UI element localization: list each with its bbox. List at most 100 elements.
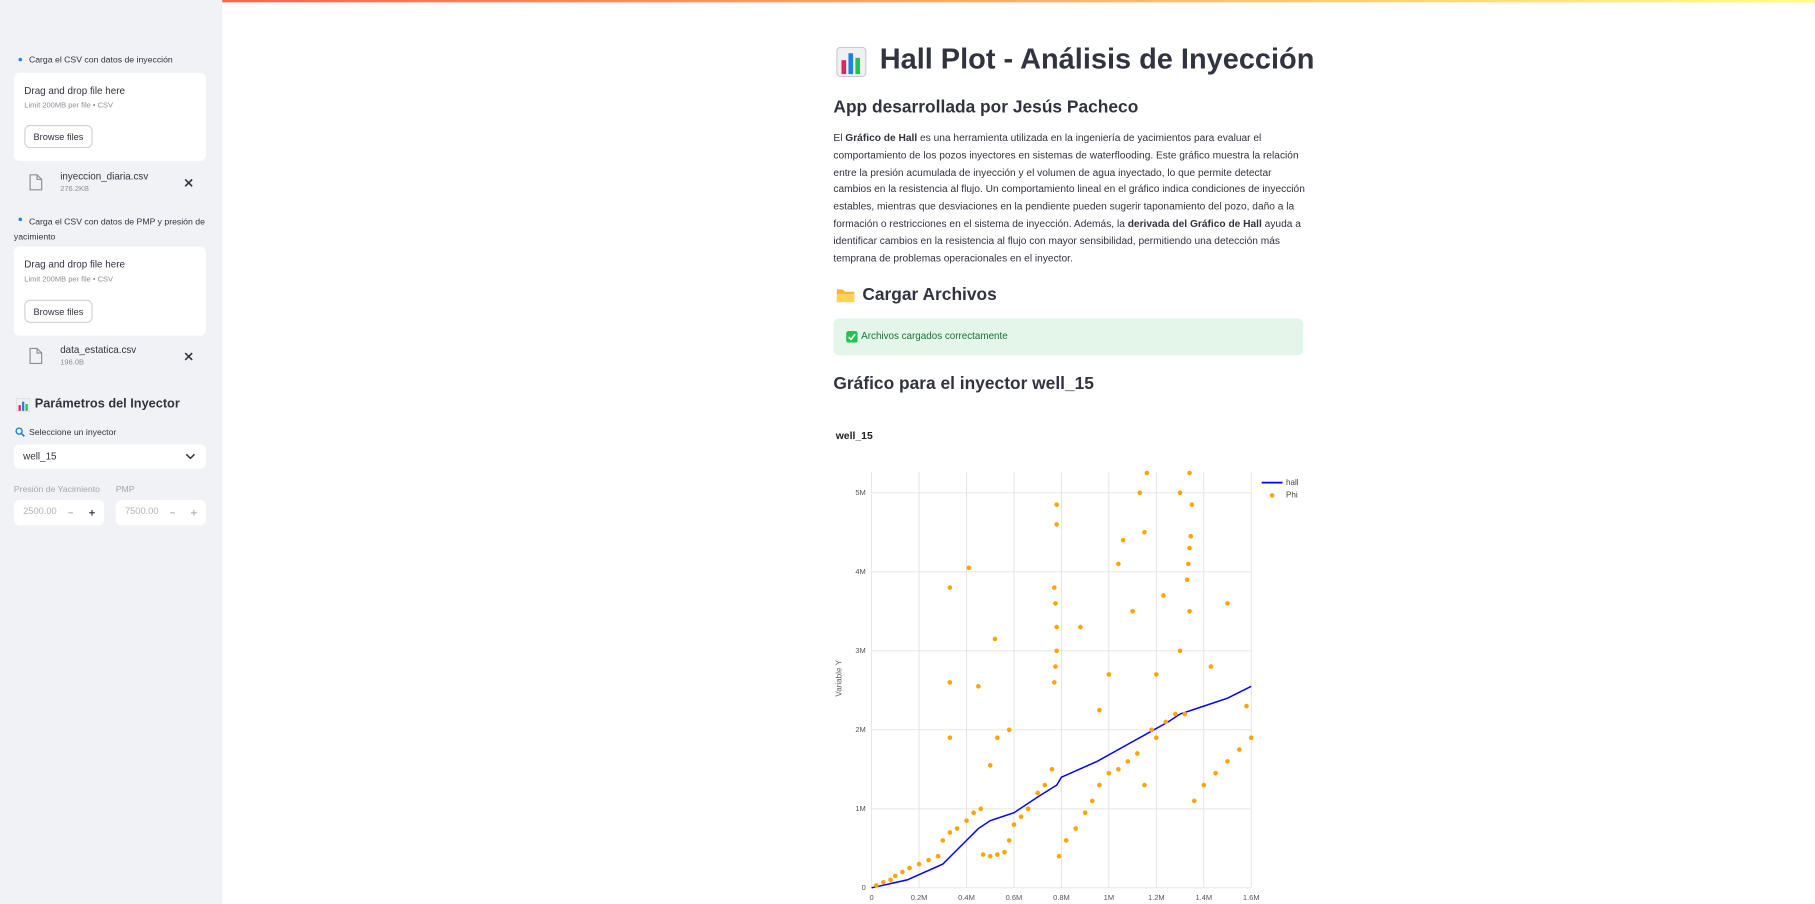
- search-icon: [15, 427, 25, 437]
- dropzone[interactable]: Drag and drop file here Limit 200MB per …: [13, 246, 207, 336]
- phi-point: [935, 853, 941, 859]
- browse-button[interactable]: Browse files: [24, 299, 93, 323]
- x-tick-label: 0.8M: [1053, 893, 1070, 902]
- phi-point: [1187, 545, 1192, 551]
- phi-point: [1006, 838, 1012, 843]
- phi-point: [964, 818, 969, 823]
- phi-point: [1201, 782, 1207, 788]
- phi-point: [1187, 470, 1192, 476]
- phi-point: [1173, 711, 1178, 717]
- phi-point: [1135, 751, 1140, 756]
- bullet: [18, 217, 22, 222]
- phi-point: [947, 680, 953, 685]
- stepper[interactable]: [169, 508, 204, 517]
- phi-point: [1054, 624, 1059, 630]
- phi-point: [900, 869, 905, 875]
- input-label: Presión de Yacimiento: [13, 483, 100, 495]
- phi-point: [1120, 537, 1126, 543]
- phi-point: [1097, 782, 1102, 788]
- phi-point: [995, 852, 1000, 857]
- phi-point: [1051, 585, 1057, 590]
- phi-point: [907, 865, 912, 871]
- phi-point: [1018, 814, 1024, 820]
- x-tick-label: 0: [870, 893, 874, 902]
- phi-point: [1078, 624, 1083, 630]
- section-header: Cargar Archivos: [862, 284, 997, 305]
- select[interactable]: well_15: [13, 444, 207, 469]
- y-tick-label: 1M: [855, 804, 865, 813]
- phi-point: [1225, 601, 1230, 606]
- folder-icon: [836, 289, 855, 303]
- chevron: [185, 453, 195, 460]
- phi-point: [1051, 680, 1057, 685]
- phi-point: [1011, 822, 1017, 827]
- file-size: 196.0B: [60, 358, 85, 367]
- phi-point: [1137, 490, 1143, 496]
- phi-point: [1082, 810, 1088, 816]
- input-label: PMP: [115, 483, 135, 495]
- file-icon: [29, 174, 43, 191]
- remove-file[interactable]: [183, 177, 195, 189]
- phi-point: [947, 830, 953, 835]
- file-size: 276.2KB: [60, 185, 90, 194]
- remove-file[interactable]: [183, 351, 195, 363]
- browse-button[interactable]: Browse files: [24, 125, 93, 149]
- chart-title: well_15: [835, 431, 873, 442]
- phi-point: [995, 735, 1000, 741]
- select-label: Seleccione un inyector: [28, 427, 117, 438]
- phi-point: [893, 873, 898, 879]
- input-value: 7500.00: [125, 505, 159, 517]
- phi-point: [1182, 711, 1188, 717]
- phi-point: [916, 861, 922, 867]
- phi-point: [1144, 470, 1150, 476]
- phi-point: [1063, 838, 1069, 843]
- dropzone[interactable]: Drag and drop file here Limit 200MB per …: [13, 72, 207, 161]
- x-tick-label: 1.4M: [1195, 893, 1212, 902]
- phi-point: [987, 853, 993, 859]
- title-icon: [836, 46, 867, 77]
- file-name: inyeccion_diaria.csv: [60, 170, 149, 182]
- number-input[interactable]: 7500.00: [115, 500, 207, 526]
- stepper[interactable]: [67, 508, 102, 517]
- phi-point: [1186, 561, 1191, 567]
- phi-point: [1025, 806, 1031, 812]
- phi-point: [1154, 672, 1159, 677]
- chart-icon: [16, 398, 31, 413]
- file-name: data_estatica.csv: [60, 343, 137, 356]
- phi-point: [1053, 664, 1058, 669]
- dropzone-limit: Limit 200MB per file • CSV: [24, 275, 114, 284]
- phi-point: [1006, 727, 1012, 733]
- phi-point: [1149, 727, 1154, 733]
- legend-label: hall: [1286, 478, 1299, 487]
- y-tick-label: 5M: [855, 488, 865, 497]
- top-decoration: [0, 0, 1815, 3]
- phi-point: [1142, 529, 1147, 535]
- text: es una herramienta utilizada en la ingen…: [833, 131, 1305, 230]
- phi-point: [1154, 735, 1159, 741]
- phi-point: [1116, 766, 1121, 772]
- phi-point: [1125, 759, 1131, 764]
- dropzone-title: Drag and drop file here: [24, 258, 125, 270]
- phi-point: [1213, 770, 1218, 776]
- phi-point: [940, 838, 946, 843]
- hall-line: [871, 685, 1252, 889]
- legend-swatch: [1269, 493, 1275, 498]
- chart-header: Gráfico para el inyector well_15: [833, 373, 1094, 394]
- sidebar-header: Parámetros del Inyector: [34, 397, 180, 411]
- dropzone-title: Drag and drop file here: [24, 84, 125, 97]
- y-axis-label: Variable Y: [834, 659, 843, 696]
- chart: well_15 Variable Y 0 0.2M 0.4M 0.6M 0.8M 1M 1.…: [834, 431, 1299, 902]
- y-tick-label: 2M: [855, 725, 865, 734]
- select-value: well_15: [23, 450, 57, 462]
- phi-point: [1106, 770, 1112, 776]
- number-input[interactable]: 2500.00: [13, 500, 105, 526]
- x-tick-label: 0.4M: [958, 893, 975, 902]
- input-value: 2500.00: [23, 505, 57, 517]
- file-icon: [29, 347, 43, 365]
- success-text: Archivos cargados correctamente: [861, 329, 1008, 342]
- phi-point: [1244, 703, 1249, 709]
- phi-point: [1161, 593, 1166, 598]
- phi-point: [1056, 853, 1062, 859]
- success-alert: Archivos cargados correctamente: [833, 318, 1304, 356]
